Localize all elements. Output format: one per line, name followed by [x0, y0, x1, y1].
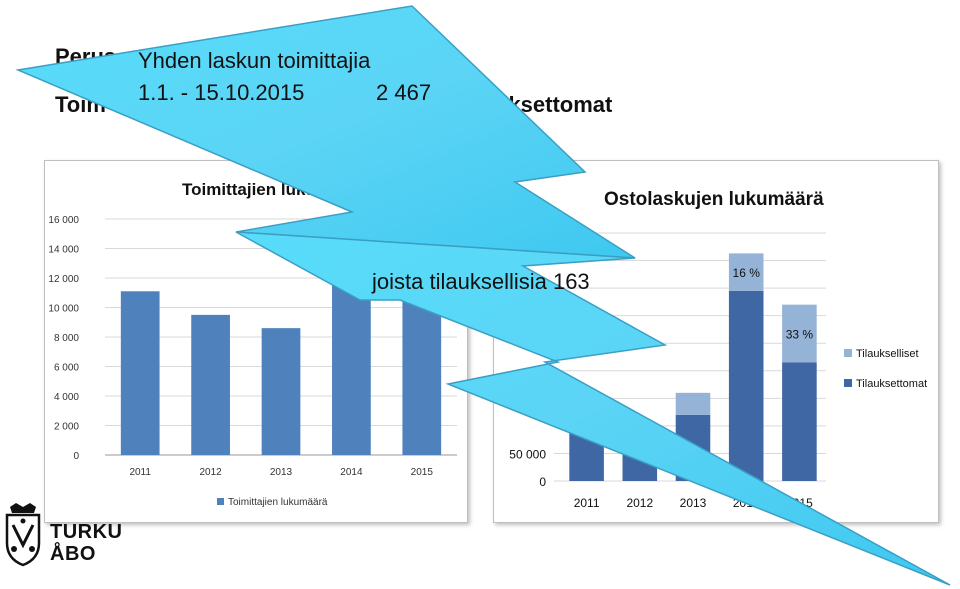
- chart1-y-tick-label: 2 000: [54, 422, 79, 433]
- chart2-bar-2013-tilaukselliset: [675, 392, 711, 415]
- chart2-y-tick-label: 0: [539, 475, 546, 489]
- chart1-bar-2011: [120, 291, 160, 455]
- chart1-y-tick-label: 14 000: [48, 245, 79, 256]
- overlay-line1: Yhden laskun toimittajia: [138, 48, 371, 73]
- chart1-bar-2012: [191, 314, 230, 455]
- chart1-y-tick-label: 16 000: [48, 215, 79, 226]
- chart1-y-tick-label: 6 000: [54, 363, 79, 374]
- chart1-y-tick-label: 8 000: [54, 333, 79, 344]
- coat-of-arms-icon: [5, 503, 41, 567]
- overlay-value: 2 467: [376, 80, 432, 105]
- supplier-count-chart-svg: Toimittajien lukumäärä 16 000 14 000 12 000…: [48, 180, 457, 508]
- chart1-x-tick-label: 2014: [340, 467, 363, 478]
- chart2-x-tick-label: 2011: [574, 496, 600, 510]
- chart2-bar-2014-tilaukselliset: [728, 253, 764, 291]
- chart2-legend-swatch-tilauksettomat: [844, 379, 852, 387]
- chart1-legend-swatch: [217, 498, 224, 505]
- chart1-x-tick-label: 2012: [199, 467, 222, 478]
- chart2-x-tick-label: 2012: [626, 496, 653, 510]
- chart2-percent-annotation: 33 %: [786, 328, 814, 342]
- chart1-x-tick-label: 2011: [129, 467, 151, 478]
- overlay-line3: joista tilauksellisia 163: [372, 269, 590, 294]
- turku-abo-logo: TURKU ÅBO: [2, 503, 132, 573]
- logo-text-abo: ÅBO: [50, 543, 96, 565]
- logo-text-turku: TURKU: [50, 521, 123, 543]
- chart1-legend-label: Toimittajien lukumäärä: [228, 497, 328, 508]
- chart1-y-tick-label: 4 000: [54, 392, 79, 403]
- chart2-legend-label-tilaukselliset: Tilaukselliset: [856, 348, 919, 360]
- overlay-date: 1.1. - 15.10.2015: [138, 80, 305, 105]
- chart2-legend-label-tilauksettomat: Tilauksettomat: [856, 378, 927, 390]
- chart1-x-tick-label: 2015: [411, 467, 434, 478]
- chart1-bar-2015: [402, 301, 442, 455]
- chart1-x-tick-label: 2013: [270, 467, 293, 478]
- chart2-bar-2015-tilauksettomat: [782, 362, 817, 481]
- chart1-y-tick-label: 10 000: [48, 304, 79, 315]
- chart1-bar-2013: [261, 328, 301, 455]
- chart2-x-tick-label: 2013: [680, 496, 707, 510]
- chart1-y-tick-label: 0: [73, 451, 79, 462]
- chart2-percent-annotation: 16 %: [733, 266, 761, 280]
- chart1-y-tick-label: 12 000: [48, 274, 79, 285]
- chart2-y-tick-label: 50 000: [509, 447, 546, 461]
- chart2-legend-swatch-tilaukselliset: [844, 349, 852, 357]
- chart2-bar-2015-tilaukselliset: [782, 304, 817, 363]
- chart2-bar-2014-tilauksettomat: [728, 290, 764, 481]
- chart2-title: Ostolaskujen lukumäärä: [604, 189, 824, 210]
